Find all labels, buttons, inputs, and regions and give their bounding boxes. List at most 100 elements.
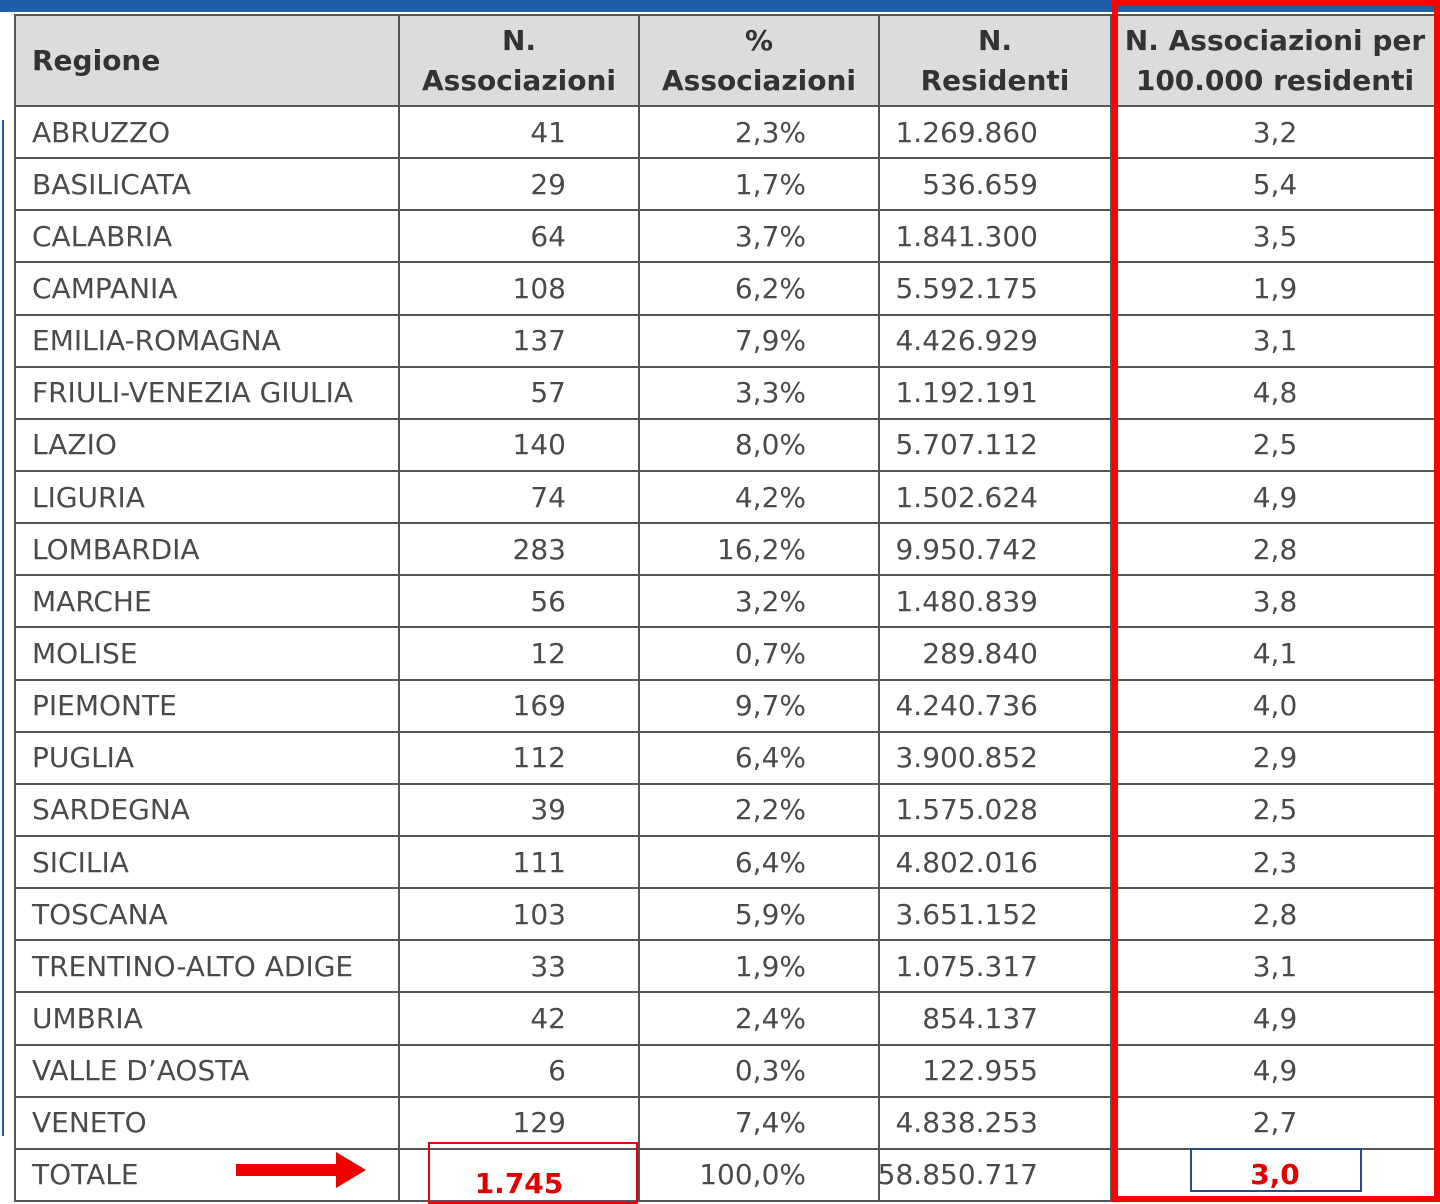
header-text: % bbox=[744, 23, 774, 57]
table-cell: 58.850.717 bbox=[880, 1149, 1112, 1202]
table-cell: TRENTINO-ALTO ADIGE bbox=[14, 941, 400, 994]
table-cell: 3,3% bbox=[640, 367, 880, 420]
table-cell: 3,1 bbox=[1112, 315, 1440, 368]
table-cell: 1.841.300 bbox=[880, 211, 1112, 264]
table-cell: 4.426.929 bbox=[880, 315, 1112, 368]
table-cell: 9.950.742 bbox=[880, 524, 1112, 577]
header-cell: % Associazioni bbox=[640, 14, 880, 107]
table-cell: 2,8 bbox=[1112, 889, 1440, 942]
table-cell: 16,2% bbox=[640, 524, 880, 577]
table-cell: 33 bbox=[400, 941, 640, 994]
table-cell: 4.838.253 bbox=[880, 1097, 1112, 1150]
table-cell: CALABRIA bbox=[14, 211, 400, 264]
table-cell: 2,9 bbox=[1112, 732, 1440, 785]
table-cell: PIEMONTE bbox=[14, 680, 400, 733]
highlight-total bbox=[428, 1142, 638, 1204]
table-cell: 2,4% bbox=[640, 993, 880, 1046]
header-cell: Regione bbox=[14, 14, 400, 107]
header-text: 100.000 residenti bbox=[1135, 63, 1415, 97]
table-cell: VALLE D’AOSTA bbox=[14, 1045, 400, 1098]
top-band bbox=[0, 0, 1440, 12]
table-cell: 56 bbox=[400, 576, 640, 629]
table-cell: 64 bbox=[400, 211, 640, 264]
table-cell: 1.269.860 bbox=[880, 107, 1112, 160]
header-cell: N. Associazioni bbox=[400, 14, 640, 107]
table-cell: 6,2% bbox=[640, 263, 880, 316]
table-cell: BASILICATA bbox=[14, 159, 400, 212]
table-cell: 5.707.112 bbox=[880, 419, 1112, 472]
table-cell: 7,4% bbox=[640, 1097, 880, 1150]
table-cell: LAZIO bbox=[14, 419, 400, 472]
table-cell: 5.592.175 bbox=[880, 263, 1112, 316]
header-cell: N. Associazioni per 100.000 residenti bbox=[1112, 14, 1440, 107]
table-cell: 9,7% bbox=[640, 680, 880, 733]
table-cell: SARDEGNA bbox=[14, 784, 400, 837]
table-cell: LOMBARDIA bbox=[14, 524, 400, 577]
table-cell: 103 bbox=[400, 889, 640, 942]
table-cell: TOSCANA bbox=[14, 889, 400, 942]
table-cell: 6 bbox=[400, 1045, 640, 1098]
table-cell: UMBRIA bbox=[14, 993, 400, 1046]
table-cell: 4,9 bbox=[1112, 472, 1440, 525]
table-cell: 289.840 bbox=[880, 628, 1112, 681]
table-cell: 283 bbox=[400, 524, 640, 577]
table-cell: VENETO bbox=[14, 1097, 400, 1150]
table-cell: FRIULI-VENEZIA GIULIA bbox=[14, 367, 400, 420]
table-cell: 1.192.191 bbox=[880, 367, 1112, 420]
header-text: Associazioni bbox=[422, 63, 616, 97]
table-cell: 42 bbox=[400, 993, 640, 1046]
table-cell: 854.137 bbox=[880, 993, 1112, 1046]
table-cell: 3.651.152 bbox=[880, 889, 1112, 942]
table-cell: 108 bbox=[400, 263, 640, 316]
table-cell: LIGURIA bbox=[14, 472, 400, 525]
header-text: Residenti bbox=[920, 63, 1070, 97]
table-cell: 7,9% bbox=[640, 315, 880, 368]
table-cell: 536.659 bbox=[880, 159, 1112, 212]
table-cell: 1.575.028 bbox=[880, 784, 1112, 837]
table-cell: 1.502.624 bbox=[880, 472, 1112, 525]
table-cell: SICILIA bbox=[14, 837, 400, 890]
table-cell: 39 bbox=[400, 784, 640, 837]
table-cell: 100,0% bbox=[640, 1149, 880, 1202]
table-cell: 57 bbox=[400, 367, 640, 420]
table-cell: EMILIA-ROMAGNA bbox=[14, 315, 400, 368]
table-cell: ABRUZZO bbox=[14, 107, 400, 160]
highlight-column bbox=[1112, 0, 1440, 1202]
header-text: N. Associazioni per bbox=[1124, 23, 1426, 57]
table-cell: 129 bbox=[400, 1097, 640, 1150]
table-cell: 1,9% bbox=[640, 941, 880, 994]
table-cell: 1.075.317 bbox=[880, 941, 1112, 994]
header-text: N. bbox=[977, 23, 1013, 57]
table-cell: 2,2% bbox=[640, 784, 880, 837]
table-cell: 6,4% bbox=[640, 837, 880, 890]
table-cell: 0,3% bbox=[640, 1045, 880, 1098]
header-text: Associazioni bbox=[662, 63, 856, 97]
header-text: Regione bbox=[32, 43, 161, 77]
table-cell: PUGLIA bbox=[14, 732, 400, 785]
table-cell: 5,9% bbox=[640, 889, 880, 942]
table-cell: 4,9 bbox=[1112, 993, 1440, 1046]
table-cell: 3,2% bbox=[640, 576, 880, 629]
table-cell: 4,2% bbox=[640, 472, 880, 525]
table-cell: 169 bbox=[400, 680, 640, 733]
table-cell: 0,7% bbox=[640, 628, 880, 681]
table-cell: 112 bbox=[400, 732, 640, 785]
table-cell: 1,7% bbox=[640, 159, 880, 212]
table-cell: 6,4% bbox=[640, 732, 880, 785]
table-cell: 137 bbox=[400, 315, 640, 368]
table-cell: 41 bbox=[400, 107, 640, 160]
table-cell: 74 bbox=[400, 472, 640, 525]
arrow-head bbox=[336, 1152, 366, 1188]
table-cell: 8,0% bbox=[640, 419, 880, 472]
table-cell: 4.802.016 bbox=[880, 837, 1112, 890]
table-cell: MARCHE bbox=[14, 576, 400, 629]
table-cell: 3,8 bbox=[1112, 576, 1440, 629]
table-cell: 122.955 bbox=[880, 1045, 1112, 1098]
table-cell: MOLISE bbox=[14, 628, 400, 681]
table-cell: 12 bbox=[400, 628, 640, 681]
table-cell: 2,3% bbox=[640, 107, 880, 160]
table-cell: 1.745 bbox=[400, 1149, 640, 1202]
table-cell: TOTALE bbox=[14, 1149, 400, 1202]
highlight-average bbox=[1190, 1148, 1362, 1192]
